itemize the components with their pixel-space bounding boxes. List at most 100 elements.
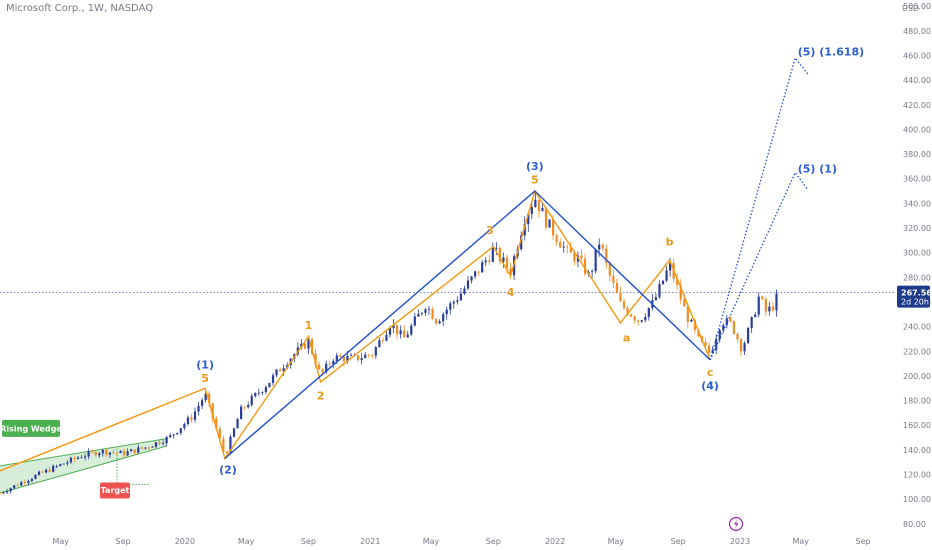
candle-body (204, 393, 207, 401)
candle-body (580, 255, 583, 259)
candle-body (413, 316, 416, 326)
price-badge: 267.56 2d 20h (897, 285, 932, 308)
candle-body (321, 369, 324, 373)
candle-body (590, 271, 594, 273)
y-tick-label: 460.00 (903, 51, 931, 60)
candle-body (257, 392, 260, 394)
candle-body (378, 340, 381, 348)
candle-body (239, 406, 243, 420)
candle-body (775, 293, 778, 311)
candle-body (559, 242, 562, 248)
candle-body (452, 301, 455, 304)
lightning-icon[interactable] (734, 519, 739, 529)
candle-body (491, 248, 494, 262)
candle-body (282, 368, 285, 372)
candle-body (271, 375, 275, 383)
candle-body (608, 262, 611, 276)
rising-wedge-tag: Rising Wedge (0, 424, 62, 433)
x-tick-label: Sep (856, 537, 871, 546)
y-tick-label: 480.00 (903, 27, 931, 36)
candle-body (169, 435, 172, 438)
candle-body (761, 296, 764, 300)
candle-body (367, 354, 370, 356)
candle-body (374, 347, 377, 356)
candle-body (335, 355, 338, 361)
candle-body (757, 296, 760, 315)
wave-label: (5) (1) (798, 163, 837, 176)
candle-body (732, 321, 736, 334)
candle-body (80, 457, 83, 459)
candle-body (41, 471, 44, 473)
x-tick-label: Sep (671, 537, 686, 546)
candle-body (112, 452, 115, 454)
candle-body (154, 442, 158, 447)
candle-body (665, 270, 668, 281)
candle-body (307, 339, 310, 349)
candle-body (193, 411, 197, 420)
candle-body (16, 485, 19, 487)
candle-body (105, 449, 108, 455)
candle-body (62, 463, 65, 465)
candle-body (52, 465, 55, 472)
candle-body (473, 271, 477, 277)
wave-label: 5 (201, 372, 209, 385)
candle-body (48, 469, 51, 472)
candle-body (328, 363, 331, 365)
wave-label: 4 (507, 286, 515, 299)
wedge-target-path (116, 448, 151, 485)
candle-body (20, 482, 23, 486)
candle-body (172, 434, 175, 436)
candle-body (637, 320, 640, 322)
y-tick-label: 140.00 (903, 446, 931, 455)
candle-body (179, 428, 182, 433)
candle-body (640, 320, 643, 322)
orange-wave-1-line (0, 387, 206, 472)
candle-body (197, 405, 200, 412)
candle-body (509, 267, 512, 276)
price-badge-bg (897, 285, 930, 308)
candle-body (555, 235, 558, 243)
candle-body (133, 449, 136, 453)
y-tick-label: 200.00 (903, 372, 931, 381)
candle-body (403, 330, 406, 338)
alert-icon[interactable] (728, 516, 744, 532)
candle-body (569, 246, 572, 253)
candle-body (427, 309, 431, 310)
candle-body (438, 321, 441, 324)
candle-body (108, 452, 112, 455)
candle-body (722, 325, 725, 331)
y-tick-label: 80.00 (903, 520, 926, 529)
candle-body (690, 319, 693, 322)
candle-body (34, 474, 37, 479)
candle-body (434, 319, 438, 324)
candle-body (530, 207, 533, 214)
candle-body (76, 457, 80, 459)
candle-body (247, 404, 250, 408)
candle-body (736, 333, 739, 340)
candle-body (183, 424, 186, 429)
candle-body (147, 447, 151, 449)
candle-body (449, 303, 452, 310)
candle-body (644, 316, 647, 321)
candle-body (658, 284, 661, 298)
candle-body (342, 356, 346, 362)
candle-body (59, 464, 62, 466)
candle-body (122, 450, 126, 456)
candle-body (693, 319, 697, 330)
candle-body (392, 324, 395, 329)
candle-body (679, 284, 682, 300)
candle-body (211, 403, 214, 419)
candle-body (130, 449, 133, 452)
wave-label: 3 (486, 224, 494, 237)
wave-label: (5) (1.618) (798, 45, 864, 58)
candle-body (229, 436, 232, 453)
candle-body (364, 354, 367, 359)
candle-body (488, 260, 491, 262)
y-tick-label: 280.00 (903, 273, 931, 282)
candle-body (445, 309, 448, 315)
candle-body (232, 428, 236, 437)
alert-icon-ring[interactable] (728, 516, 744, 532)
